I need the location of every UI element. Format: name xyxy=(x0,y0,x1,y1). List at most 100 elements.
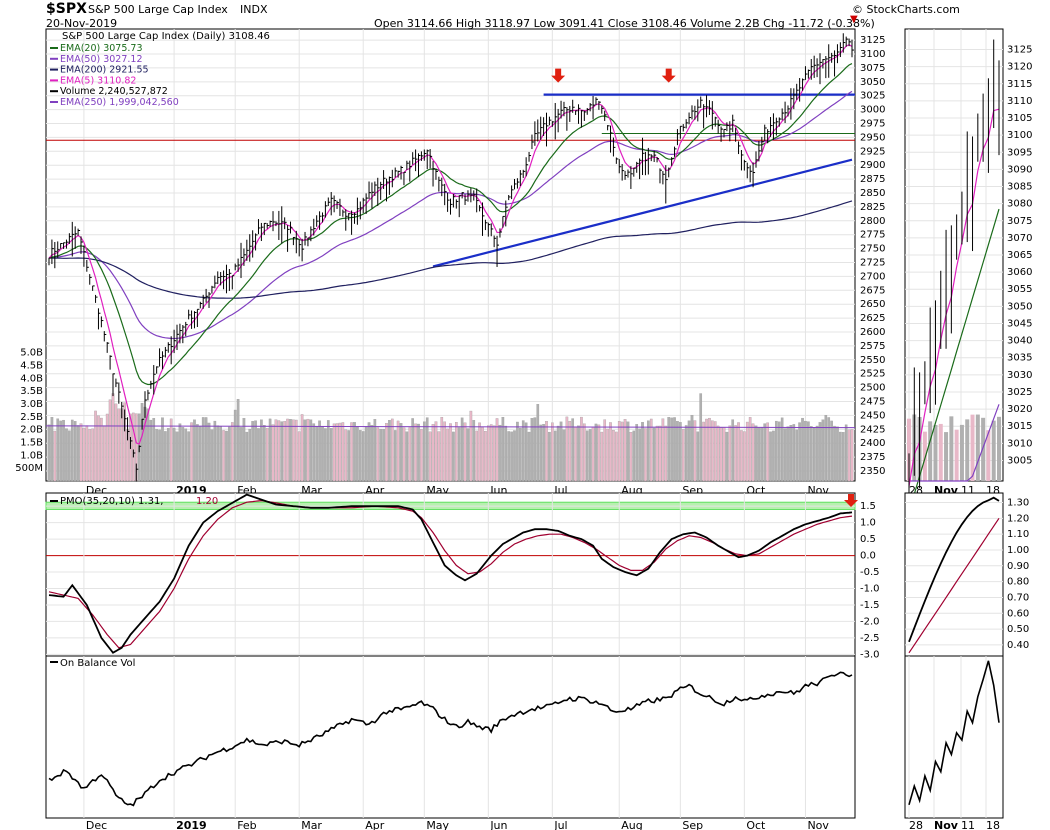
price-tick-label: 2375 xyxy=(860,452,885,463)
volume-bar xyxy=(795,429,799,482)
volume-bar xyxy=(274,419,278,482)
pmo-tick-label: -3.0 xyxy=(860,649,880,660)
obv-zoom-date-label: 18 xyxy=(986,819,1000,830)
volume-bar xyxy=(193,419,196,482)
price-panel-title: S&P 500 Large Cap Index (Daily) 3108.46 xyxy=(62,31,270,42)
price-tick-label: 3075 xyxy=(860,63,885,74)
zoom-tick-label: 3110 xyxy=(1007,96,1032,107)
volume-bar xyxy=(588,429,592,482)
zoom-volume-bar xyxy=(970,414,975,481)
volume-bar xyxy=(68,430,71,482)
pmo-zoom-tick-label: 0.40 xyxy=(1007,640,1029,651)
volume-bar xyxy=(807,421,810,482)
zoom-volume-bar xyxy=(928,421,933,481)
obv-month-label: Jun xyxy=(489,819,507,830)
volume-bar xyxy=(655,425,659,482)
exchange-code: INDX xyxy=(240,3,268,16)
zoom-tick-label: 3085 xyxy=(1007,182,1032,193)
volume-bar xyxy=(100,417,103,482)
volume-bar xyxy=(315,426,318,482)
volume-bar xyxy=(766,422,769,482)
price-tick-label: 2975 xyxy=(860,119,885,130)
volume-bar xyxy=(769,431,772,482)
volume-bar xyxy=(53,430,57,482)
volume-bar xyxy=(530,418,534,482)
volume-bar xyxy=(571,418,575,482)
volume-bar xyxy=(190,422,193,482)
volume-bar xyxy=(545,421,548,482)
volume-bar xyxy=(641,422,644,482)
obv-zoom-date-label: Nov xyxy=(934,819,959,830)
zoom-volume-bar xyxy=(975,414,980,481)
volume-bar xyxy=(440,416,444,482)
volume-bar xyxy=(425,417,429,482)
ema200-line xyxy=(48,200,853,299)
volume-bar xyxy=(332,423,336,482)
volume-bar xyxy=(297,431,301,482)
volume-bar xyxy=(484,430,487,482)
volume-bar xyxy=(437,431,441,482)
volume-bar xyxy=(97,415,100,482)
price-tick-label: 2750 xyxy=(860,244,885,255)
volume-bar xyxy=(489,424,493,482)
volume-bar xyxy=(358,430,362,482)
zoom-tick-label: 3010 xyxy=(1007,438,1032,449)
volume-bar xyxy=(382,429,385,482)
price-tick-label: 3125 xyxy=(860,35,885,46)
volume-bar xyxy=(775,420,778,482)
volume-bar xyxy=(635,424,639,482)
volume-bar xyxy=(370,425,374,482)
pmo-zoom-tick-label: 0.80 xyxy=(1007,577,1029,588)
volume-bar xyxy=(155,429,158,482)
volume-bar xyxy=(606,428,609,482)
volume-bar xyxy=(658,425,662,482)
obv-title: On Balance Vol xyxy=(60,658,135,669)
support-trend-line xyxy=(432,158,853,268)
volume-bar xyxy=(204,417,208,482)
volume-bar xyxy=(629,432,633,482)
volume-bar xyxy=(164,431,167,482)
pmo-tick-label: -2.5 xyxy=(860,633,880,644)
volume-bar xyxy=(839,431,842,482)
zoom-tick-label: 3030 xyxy=(1007,370,1032,381)
volume-bar xyxy=(399,423,403,482)
volume-bar xyxy=(719,427,723,482)
volume-bar xyxy=(679,422,682,482)
legend-entry: Volume 2,240,527,872 xyxy=(60,86,168,97)
price-tick-label: 2550 xyxy=(860,355,885,366)
pmo-zoom-line xyxy=(908,496,1000,643)
zoom-tick-label: 3035 xyxy=(1007,353,1032,364)
volume-bar xyxy=(434,421,438,482)
volume-bar xyxy=(533,417,537,482)
price-tick-label: 2725 xyxy=(860,258,885,269)
volume-bar xyxy=(265,428,269,482)
volume-bar xyxy=(94,410,97,482)
obv-panel: Dec 2019 Feb Mar Apr May Jun Jul Aug Sep Oct Nov On … xyxy=(45,655,856,830)
volume-bar xyxy=(786,426,790,482)
volume-bar xyxy=(446,428,449,482)
volume-bar xyxy=(789,425,793,482)
pmo-zoom-frame xyxy=(904,492,1004,657)
volume-bar xyxy=(460,417,464,482)
price-zoom-panel: 3125 3120 3115 3110 3105 3100 3095 3090 3085 3080… xyxy=(904,28,1032,520)
pmo-zoom-panel: 1.30 1.20 1.10 1.00 0.90 0.80 0.70 0.60 0.50 0.40 xyxy=(904,492,1029,657)
volume-bar xyxy=(664,425,668,482)
volume-bar xyxy=(219,426,222,482)
volume-bar xyxy=(140,402,144,482)
volume-bar xyxy=(280,421,284,482)
volume-bar xyxy=(559,421,563,482)
volume-tick-label: 1.0B xyxy=(20,450,43,461)
price-tick-label: 2675 xyxy=(860,285,885,296)
volume-bar xyxy=(687,420,691,482)
volume-bar xyxy=(361,431,365,482)
pmo-tick-label: 1.5 xyxy=(860,501,876,512)
volume-bar xyxy=(455,422,458,482)
volume-bar xyxy=(411,418,414,482)
volume-bar xyxy=(539,424,543,482)
zoom-volume-bar xyxy=(944,432,949,481)
volume-bar xyxy=(222,430,225,482)
zoom-volume-bar xyxy=(981,417,986,481)
legend-entry: EMA(50) 3027.12 xyxy=(60,54,143,65)
pmo-tick-label: -1.0 xyxy=(860,583,880,594)
volume-tick-label: 5.0B xyxy=(20,348,43,359)
